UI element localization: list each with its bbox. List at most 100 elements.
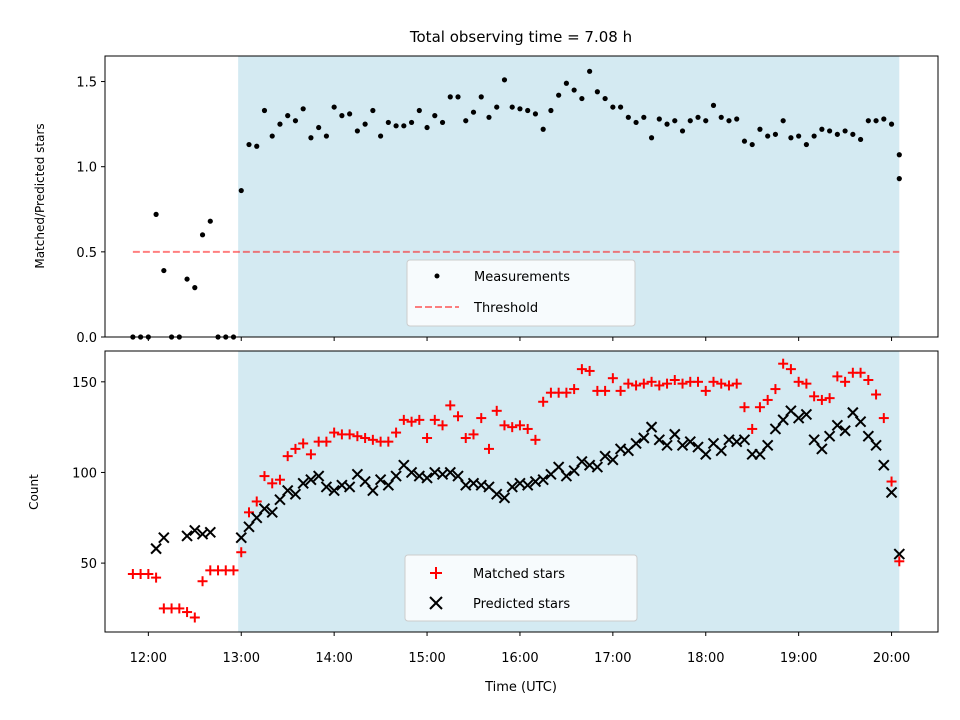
matched-star-point: [236, 547, 247, 558]
matched-star-point: [259, 471, 270, 482]
y-tick-label: 0.0: [76, 331, 97, 346]
measurement-point: [463, 118, 469, 124]
matched-star-point: [747, 423, 758, 434]
legend-threshold-label: Threshold: [473, 301, 538, 316]
measurement-point: [834, 131, 840, 137]
predicted-star-point: [150, 542, 162, 555]
matched-star-point: [453, 411, 464, 422]
matched-star-point: [483, 443, 494, 454]
matched-star-point: [561, 387, 572, 398]
matched-star-point: [530, 434, 541, 445]
measurement-point: [819, 126, 825, 132]
measurement-point: [749, 141, 755, 148]
predicted-star-point: [405, 466, 418, 479]
matched-star-point: [383, 436, 394, 447]
matched-star-point: [793, 376, 804, 387]
measurement-point: [370, 107, 376, 114]
measurement-point: [594, 89, 600, 95]
matched-star-point: [290, 443, 301, 454]
bottom-legend: Matched stars Predicted stars: [404, 554, 638, 622]
predicted-star-point: [537, 474, 549, 486]
measurement-point: [896, 152, 902, 158]
predicted-star-point: [715, 445, 727, 457]
top-panel: 0.0 0.5 1.0 1.5 Matched/Predicted stars Mea…: [33, 55, 939, 346]
measurement-point: [850, 131, 856, 137]
measurement-point: [192, 285, 198, 291]
matched-star-point: [638, 378, 649, 389]
matched-star-point: [321, 436, 332, 447]
measurement-point: [494, 104, 500, 110]
measurement-point: [648, 135, 655, 141]
predicted-star-point: [700, 448, 712, 461]
bottom-axes-frame: [104, 350, 939, 633]
measurement-point: [695, 114, 701, 120]
predicted-star-point: [204, 526, 216, 538]
predicted-star-point: [320, 481, 333, 493]
predicted-star-point: [312, 470, 325, 482]
x-tick-label: 17:00: [594, 651, 631, 666]
predicted-star-point: [251, 512, 263, 524]
matched-star-point: [886, 476, 897, 487]
legend-matched-label: Matched stars: [473, 567, 565, 582]
matched-star-point: [468, 429, 479, 440]
predicted-star-point: [591, 461, 604, 473]
matched-star-point: [522, 423, 533, 434]
predicted-star-point: [607, 454, 619, 466]
x-tick-label: 13:00: [223, 651, 260, 666]
measurement-point: [842, 128, 848, 134]
top-legend: Measurements Threshold: [406, 259, 636, 327]
measurement-point: [509, 104, 515, 110]
predicted-star-point: [359, 475, 371, 488]
y-tick-label: 0.5: [76, 246, 97, 261]
matched-star-point: [863, 375, 874, 386]
matched-star-point: [700, 385, 711, 396]
matched-star-point: [391, 427, 402, 438]
predicted-star-point: [243, 521, 255, 533]
matched-star-point: [708, 376, 719, 387]
measurement-point: [261, 107, 268, 114]
legend-predicted-label: Predicted stars: [473, 597, 570, 612]
matched-star-point: [871, 389, 882, 400]
predicted-star-point: [885, 486, 898, 499]
measurement-point: [331, 104, 337, 110]
matched-star-point: [352, 431, 363, 442]
measurement-point: [184, 276, 190, 282]
y-tick-label: 1.0: [76, 161, 97, 176]
measurement-point: [308, 135, 314, 141]
predicted-star-point: [870, 439, 882, 451]
measurement-point: [478, 94, 484, 100]
predicted-star-point: [568, 464, 580, 477]
predicted-star-point: [374, 474, 387, 486]
matched-star-point: [143, 568, 154, 579]
matched-star-point: [499, 420, 510, 431]
measurement-point: [888, 121, 895, 127]
predicted-star-point: [769, 423, 782, 435]
measurement-point: [517, 106, 523, 112]
predicted-star-point: [289, 488, 302, 500]
matched-star-point: [716, 378, 727, 389]
measurement-point: [556, 92, 562, 98]
x-tick-label: 14:00: [315, 651, 352, 666]
predicted-star-point: [498, 492, 511, 504]
legend-matched-marker: [430, 567, 442, 579]
measurement-point: [788, 135, 794, 141]
predicted-star-point: [274, 493, 286, 506]
measurement-point: [679, 128, 686, 134]
predicted-star-point: [266, 506, 278, 519]
matched-star-point: [538, 396, 549, 407]
predicted-star-point: [878, 459, 890, 471]
measurement-point: [207, 218, 213, 224]
x-tick-label: 20:00: [873, 651, 910, 666]
matched-star-point: [228, 565, 239, 576]
y-tick-label: 50: [80, 557, 97, 572]
measurement-point: [857, 136, 864, 143]
predicted-star-point: [684, 435, 696, 448]
measurement-point: [734, 116, 740, 122]
measurement-point: [664, 121, 670, 127]
measurement-point: [633, 119, 639, 126]
measurement-point: [703, 118, 709, 124]
predicted-star-point: [754, 448, 766, 461]
matched-star-point: [623, 378, 634, 389]
top-x-ticks: [147, 337, 893, 341]
